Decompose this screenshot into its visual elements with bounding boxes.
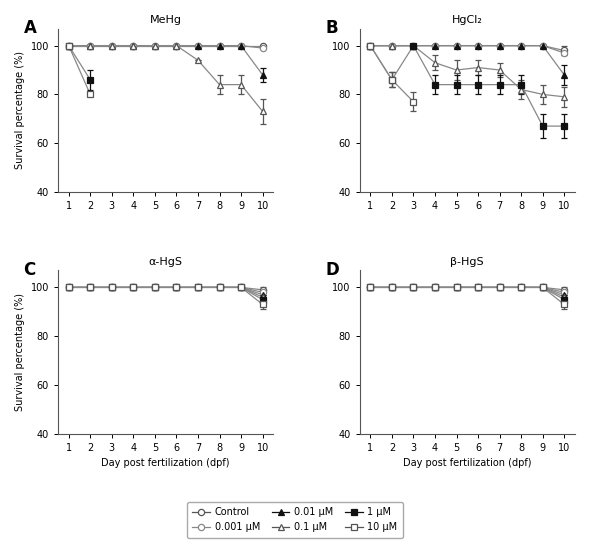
Title: MeHg: MeHg: [150, 15, 182, 25]
Legend: Control, 0.001 μM, 0.01 μM, 0.1 μM, 1 μM, 10 μM: Control, 0.001 μM, 0.01 μM, 0.1 μM, 1 μM…: [186, 502, 404, 538]
Text: A: A: [24, 19, 37, 37]
Title: α-HgS: α-HgS: [149, 257, 183, 267]
Text: B: B: [325, 19, 337, 37]
X-axis label: Day post fertilization (dpf): Day post fertilization (dpf): [403, 458, 532, 468]
Text: D: D: [325, 261, 339, 279]
Title: β-HgS: β-HgS: [451, 257, 484, 267]
Y-axis label: Survival percentage (%): Survival percentage (%): [15, 293, 25, 411]
X-axis label: Day post fertilization (dpf): Day post fertilization (dpf): [101, 458, 230, 468]
Text: C: C: [24, 261, 36, 279]
Y-axis label: Survival percentage (%): Survival percentage (%): [15, 51, 25, 169]
Title: HgCl₂: HgCl₂: [452, 15, 483, 25]
